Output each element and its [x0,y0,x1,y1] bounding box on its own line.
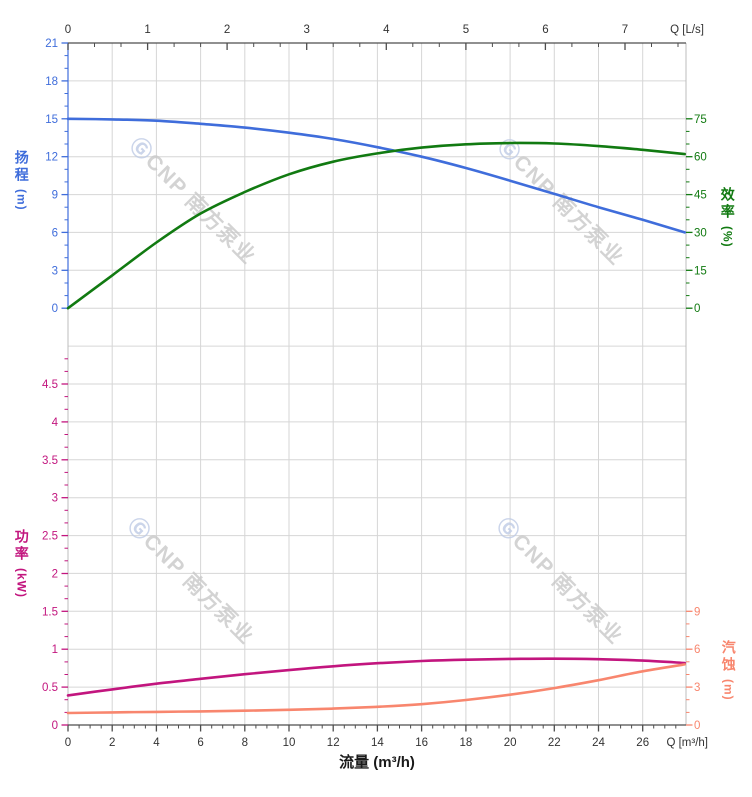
top-tick-label: 5 [463,24,469,36]
watermark: ⒼCNP 南方泵业 [492,513,628,649]
efficiency-axis-title-text: 效率 [719,187,736,221]
npsh-tick-label: 9 [694,606,700,618]
flow-axis-title: 流量 (m³/h) [339,754,415,771]
power-tick-label: 0 [52,720,58,732]
efficiency-axis-unit: (%) [720,226,735,248]
bottom-tick-label: 22 [548,737,561,749]
top-tick-label: 1 [144,24,150,36]
bottom-tick-label: 6 [197,737,203,749]
bottom-tick-label: 12 [327,737,340,749]
bottom-axis-unit-label: Q [m³/h] [666,737,708,749]
npsh-axis-unit: (m) [721,679,736,701]
power-axis-unit: (kW) [14,568,29,598]
npsh-axis-title-text: 汽蚀 [720,640,737,674]
watermarks: ⒼCNP 南方泵业 ⒼCNP 南方泵业 ⒼCNP 南方泵业 ⒼCNP 南方泵业 [123,133,629,649]
top-tick-label: 3 [303,24,309,36]
power-tick-label: 3 [52,493,58,505]
top-tick-label: 6 [542,24,548,36]
head-axis-title: 扬程 (m) [10,150,32,211]
npsh-axis-title: 汽蚀 (m) [717,640,739,701]
head-tick-label: 0 [52,303,58,315]
head-tick-label: 6 [52,227,58,239]
axis-top-ls: 0 1 2 3 4 5 6 7 Q [L/s] [65,24,704,50]
watermark: ⒼCNP 南方泵业 [123,513,259,649]
bottom-tick-label: 0 [65,737,71,749]
top-tick-label: 7 [622,24,628,36]
npsh-tick-label: 3 [694,682,700,694]
bottom-tick-label: 24 [592,737,605,749]
power-tick-label: 1 [52,644,58,656]
head-tick-label: 21 [45,38,58,50]
axis-power: 4.5 4 3.5 3 2.5 2 1.5 1 0.5 0 [42,358,68,732]
axis-npsh: 9 6 3 0 [686,606,700,732]
head-tick-label: 9 [52,190,58,202]
head-tick-label: 12 [45,152,58,164]
efficiency-tick-label: 45 [694,190,707,202]
power-tick-label: 4 [52,417,59,429]
power-tick-label: 2.5 [42,531,58,543]
head-tick-label: 15 [45,114,58,126]
top-axis-unit-label: Q [L/s] [670,24,704,36]
efficiency-tick-label: 0 [694,303,700,315]
bottom-tick-label: 20 [504,737,517,749]
bottom-tick-label: 4 [153,737,160,749]
efficiency-curve [66,141,686,310]
watermark: ⒼCNP 南方泵业 [125,133,261,269]
power-tick-label: 3.5 [42,455,58,467]
top-tick-label: 4 [383,24,390,36]
bottom-tick-label: 26 [636,737,649,749]
power-tick-label: 0.5 [42,682,58,694]
axis-head: 21 18 15 12 9 6 3 0 [45,38,68,315]
efficiency-tick-label: 75 [694,114,707,126]
bottom-tick-label: 18 [460,737,473,749]
npsh-curve [66,663,686,715]
bottom-tick-label: 14 [371,737,384,749]
top-tick-label: 2 [224,24,230,36]
power-tick-label: 2 [52,569,58,581]
power-tick-label: 4.5 [42,379,58,391]
head-axis-unit: (m) [14,189,29,211]
head-curve [66,117,686,234]
power-axis-title-text: 功率 [13,529,30,563]
bottom-tick-label: 16 [415,737,428,749]
bottom-tick-label: 10 [283,737,296,749]
watermark: ⒼCNP 南方泵业 [493,134,629,270]
efficiency-tick-label: 15 [694,265,707,277]
bottom-tick-label: 8 [242,737,248,749]
power-axis-title: 功率 (kW) [10,529,32,598]
head-tick-label: 18 [45,76,58,88]
head-tick-label: 3 [52,265,58,277]
top-tick-label: 0 [65,24,71,36]
efficiency-axis-title: 效率 (%) [716,187,738,248]
efficiency-tick-label: 30 [694,227,707,239]
head-axis-title-text: 扬程 [13,150,30,184]
npsh-tick-label: 6 [694,644,700,656]
grid [68,43,686,725]
efficiency-tick-label: 60 [694,152,707,164]
npsh-tick-label: 0 [694,720,700,732]
power-curve [66,657,686,697]
power-tick-label: 1.5 [42,606,58,618]
axis-efficiency: 75 60 45 30 15 0 [686,114,707,315]
curves [66,117,686,715]
axis-bottom-m3h: 0 2 4 6 8 10 12 14 16 18 20 22 24 26 Q [m³/h] [65,725,708,749]
bottom-tick-label: 2 [109,737,115,749]
